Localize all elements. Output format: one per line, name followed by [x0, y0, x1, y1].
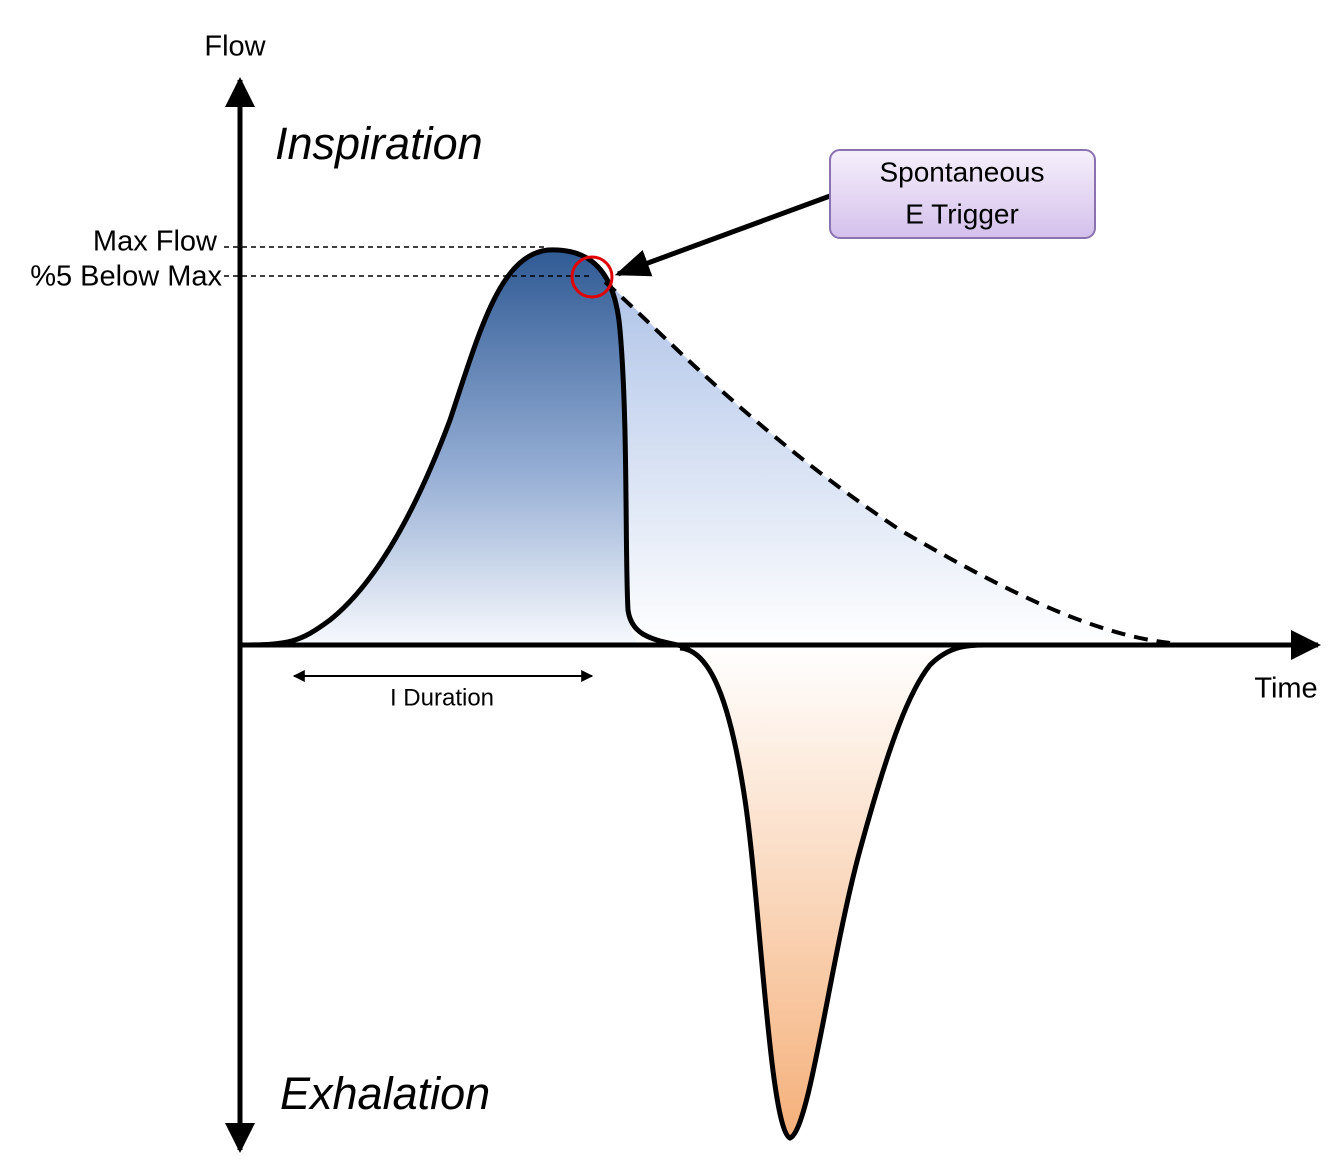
level-label: Max Flow	[93, 226, 218, 258]
region-label: Inspiration	[275, 118, 483, 169]
trigger-circle	[570, 255, 614, 299]
extended-area	[548, 249, 1170, 645]
y-axis-label: Flow	[204, 31, 266, 63]
callout-line: Spontaneous	[879, 156, 1044, 187]
callout-line: E Trigger	[905, 198, 1019, 229]
callout-arrow	[614, 193, 831, 277]
exhalation-curve	[679, 642, 986, 1141]
level-label: %5 Below Max	[30, 261, 222, 293]
inspiration-curve	[239, 247, 691, 651]
exhalation-area	[680, 645, 985, 1138]
dashed-decay	[603, 280, 1171, 645]
callout-box	[829, 149, 1096, 239]
region-label: Exhalation	[280, 1068, 490, 1119]
duration-label: I Duration	[390, 684, 494, 711]
x-axis-label: Time	[1254, 673, 1317, 705]
